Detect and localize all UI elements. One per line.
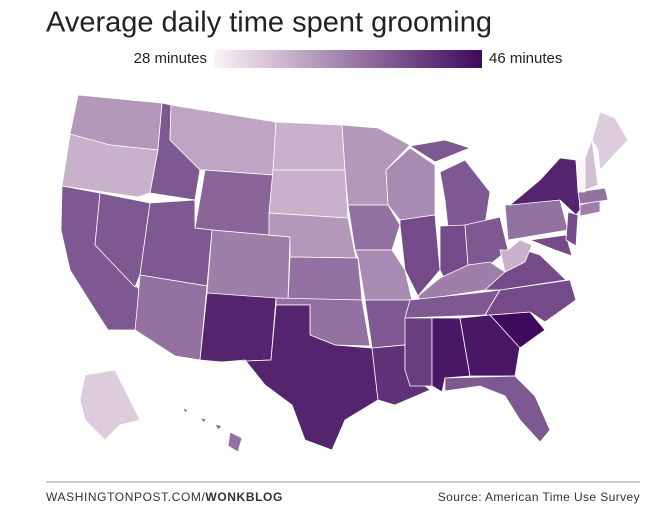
state <box>61 133 159 198</box>
state <box>206 229 291 301</box>
state <box>591 111 629 171</box>
state <box>194 169 274 236</box>
footer-site: WASHINGTONPOST.COM/WONKBLOG <box>46 490 283 504</box>
state <box>94 192 151 288</box>
state <box>444 375 551 443</box>
state <box>565 211 579 247</box>
state <box>347 204 401 251</box>
state <box>404 317 433 387</box>
blog: WONKBLOG <box>205 490 282 504</box>
source: Source: American Time Use Survey <box>438 490 640 504</box>
state <box>272 121 346 171</box>
legend-label: 46 minutes <box>489 50 562 67</box>
state <box>499 239 533 273</box>
state <box>199 292 277 363</box>
state <box>134 274 208 361</box>
state <box>364 299 411 349</box>
title: Average daily time spent grooming <box>46 7 492 39</box>
state <box>577 187 609 205</box>
site: WASHINGTONPOST.COM/ <box>46 490 205 504</box>
state <box>221 304 379 451</box>
state <box>459 314 521 377</box>
state <box>575 157 586 193</box>
legend-label: 28 minutes <box>134 50 207 67</box>
state <box>584 139 599 191</box>
state <box>528 234 573 257</box>
states <box>60 94 629 453</box>
state <box>268 169 349 219</box>
state <box>79 369 141 441</box>
state <box>182 407 243 453</box>
color-legend <box>214 50 482 68</box>
state <box>287 256 363 301</box>
state <box>504 199 569 241</box>
state <box>464 216 509 267</box>
